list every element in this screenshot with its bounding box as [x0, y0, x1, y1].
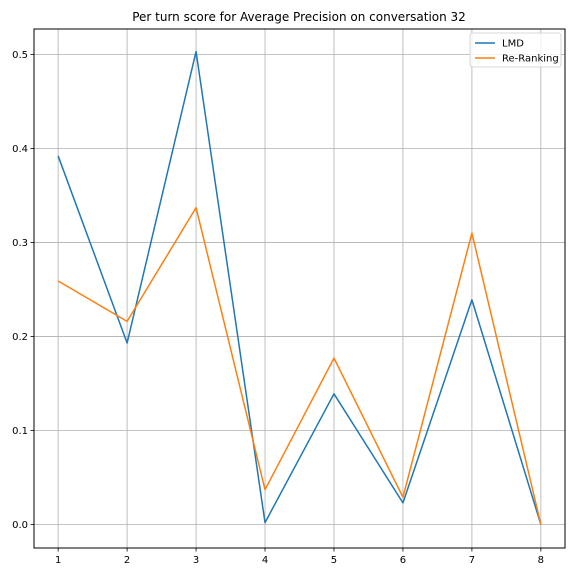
y-tick-label: 0.1 — [12, 426, 28, 437]
y-tick-label: 0.3 — [12, 238, 28, 249]
axes: 1 2 3 4 5 6 7 8 0.0 0.1 0.2 0.3 0.4 0.5 — [12, 50, 544, 566]
legend-label: LMD — [502, 39, 524, 50]
series-line-re-ranking — [57, 206, 542, 525]
x-tick-label: 3 — [193, 555, 199, 566]
x-tick-label: 7 — [469, 555, 475, 566]
x-tick-label: 2 — [124, 555, 130, 566]
x-tick-label: 6 — [400, 555, 406, 566]
series-line-lmd — [57, 50, 542, 525]
legend: LMD Re-Ranking — [469, 32, 562, 68]
y-tick-label: 0.4 — [12, 144, 28, 155]
chart-title: Per turn score for Average Precision on … — [132, 10, 466, 24]
x-tick-label: 8 — [538, 555, 544, 566]
legend-label: Re-Ranking — [502, 54, 559, 65]
x-tick-label: 1 — [55, 555, 61, 566]
x-tick-label: 4 — [262, 555, 268, 566]
y-tick-label: 0.5 — [12, 50, 28, 61]
plot-frame — [33, 28, 566, 549]
x-tick-label: 5 — [331, 555, 337, 566]
y-tick-label: 0.0 — [12, 520, 28, 531]
y-tick-label: 0.2 — [12, 332, 28, 343]
series-lines — [57, 50, 542, 525]
